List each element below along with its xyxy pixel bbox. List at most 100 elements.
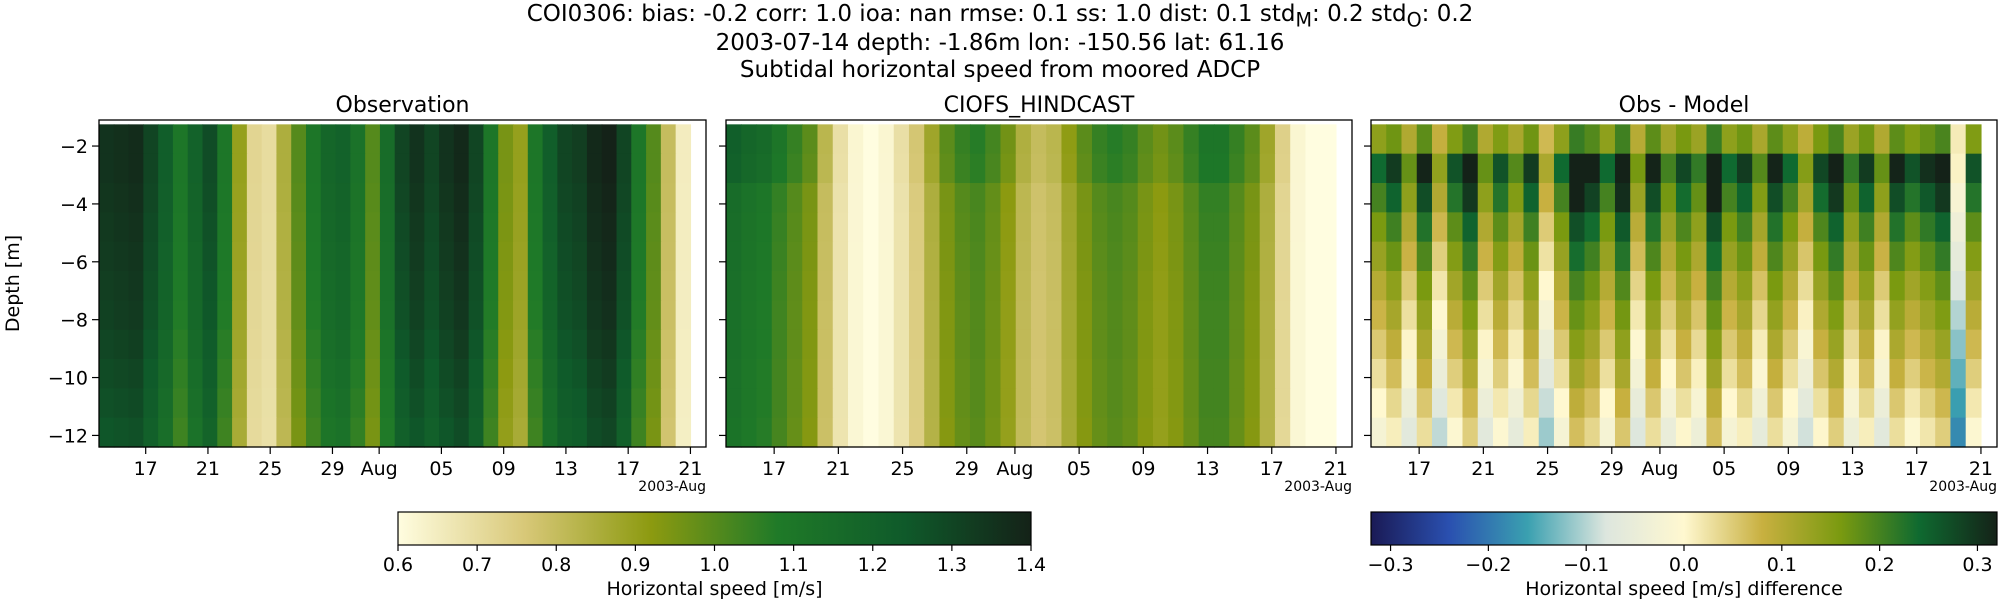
heatmap-cell [306,271,322,301]
heatmap-cell [1691,183,1708,213]
heatmap-cell [1797,359,1814,389]
heatmap-cell [1691,153,1708,184]
heatmap-cell [1198,388,1215,419]
heatmap-cell [306,212,322,243]
heatmap-cell [572,329,588,360]
heatmap-cell [1508,241,1525,272]
heatmap-cell [1061,329,1078,360]
heatmap-cell [1091,417,1108,448]
heatmap-cell [1767,212,1784,243]
heatmap-cell [1828,153,1845,184]
heatmap-cell [1371,124,1387,155]
heatmap-cell [232,417,248,448]
heatmap-cell [291,241,307,272]
heatmap-cell [1122,388,1139,419]
heatmap-cell [202,388,218,419]
heatmap-cell [924,241,941,272]
heatmap-cell [660,124,677,155]
heatmap-cell [1198,300,1215,331]
heatmap-cell [1630,329,1647,360]
heatmap-cell [276,183,292,213]
heatmap-cell [817,212,834,243]
heatmap-cell [232,183,248,213]
heatmap-cell [893,359,910,389]
heatmap-cell [335,183,351,213]
heatmap-cell [1904,241,1921,272]
heatmap-cell [1782,417,1799,448]
heatmap-cell [1107,124,1124,155]
heatmap-cell [1137,241,1154,272]
heatmap-cell [1061,359,1078,389]
heatmap-cell [1874,183,1891,213]
heatmap-cell [1046,300,1063,331]
heatmap-cell [802,329,819,360]
heatmap-cell [1152,183,1169,213]
heatmap-cell [786,359,803,389]
heatmap-cell [1477,124,1494,155]
heatmap-cell [202,417,218,448]
heatmap-cell [513,153,529,184]
heatmap-cell [1320,388,1337,419]
heatmap-cell [1274,183,1291,213]
heatmap-cell [1569,153,1586,184]
heatmap-cell [1000,417,1017,448]
heatmap-cell [1675,183,1692,213]
heatmap-cell [1477,241,1494,272]
heatmap-cell [128,300,144,331]
heatmap-cell [1721,388,1738,419]
heatmap-cell [1213,388,1230,419]
heatmap-cell [1198,241,1215,272]
heatmap-cell [1320,153,1337,184]
heatmap-cell [187,241,204,272]
heatmap-cell [741,300,758,331]
heatmap-cell [675,329,692,360]
heatmap-cell [985,183,1002,213]
heatmap-cell [202,124,218,155]
heatmap-cell [802,183,819,213]
heatmap-cells [99,124,692,448]
heatmap-cell [1691,388,1708,419]
x-tick-label: Aug [361,458,398,480]
heatmap-cell [1320,241,1337,272]
heatmap-cell [113,300,130,331]
heatmap-cell [660,388,677,419]
heatmap-cell [1137,271,1154,301]
heatmap-cell [646,417,662,448]
heatmap-cell [1290,183,1307,213]
heatmap-cell [1213,183,1230,213]
heatmap-cell [261,271,278,301]
heatmap-cell [1645,124,1662,155]
heatmap-cell [726,271,742,301]
heatmap-cell [527,300,544,331]
heatmap-cell [1706,388,1723,419]
y-tick-label: −12 [48,425,88,447]
x-offset-label: 2003-Aug [638,479,706,495]
heatmap-cell [1401,359,1418,389]
heatmap-cell [483,124,499,155]
heatmap-cell [1168,329,1185,360]
heatmap-cell [954,183,971,213]
heatmap-cell [1168,417,1185,448]
heatmap-cell [1274,388,1291,419]
heatmap-cell [1152,241,1169,272]
heatmap-cell [616,388,632,419]
heatmap-cell [817,183,834,213]
heatmap-cell [1767,329,1784,360]
heatmap-cell [1183,271,1200,301]
heatmap-cell [1553,183,1570,213]
heatmap-cell [527,417,544,448]
heatmap-cell [1508,359,1525,389]
heatmap-cell [99,417,115,448]
heatmap-cell [1447,388,1464,419]
heatmap-cell [1813,183,1830,213]
heatmap-cell [232,271,248,301]
heatmap-cell [939,124,956,155]
heatmap-cell [802,359,819,389]
heatmap-cell [409,212,425,243]
heatmap-cell [646,271,662,301]
heatmap-cell [1782,153,1799,184]
heatmap-cell [1305,388,1322,419]
heatmap-cell [379,329,396,360]
heatmap-cell [306,388,322,419]
heatmap-cell [365,271,381,301]
